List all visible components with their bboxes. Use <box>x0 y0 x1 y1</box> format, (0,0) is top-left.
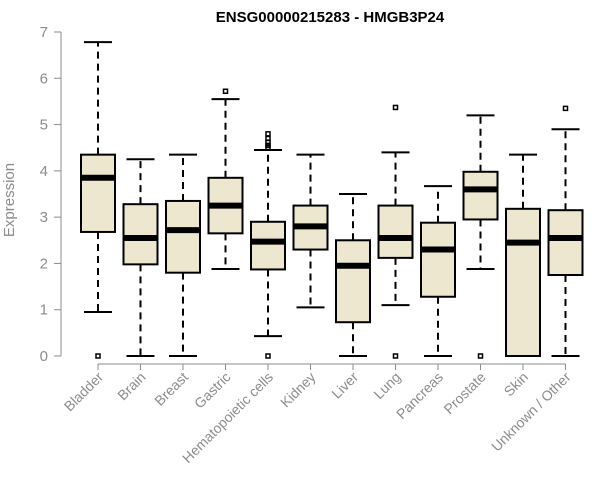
box-iqr <box>505 207 541 357</box>
box-iqr <box>420 221 456 298</box>
outlier-point <box>477 353 484 359</box>
outlier-point <box>392 104 399 111</box>
y-tick-label: 3 <box>40 209 48 226</box>
outlier-point <box>265 353 271 359</box>
box-group <box>165 153 201 357</box>
box-group <box>335 193 371 357</box>
box-iqr <box>547 209 584 276</box>
x-tick-label: Prostate <box>440 369 488 417</box>
x-tick-label: Lung <box>370 369 403 402</box>
box-group <box>122 158 159 357</box>
box-group <box>462 114 499 359</box>
y-tick-label: 1 <box>40 302 48 319</box>
y-tick-label: 4 <box>40 163 48 180</box>
x-tick-label: Bladder <box>61 369 107 415</box>
box-group <box>80 41 116 359</box>
y-tick-label: 5 <box>40 117 48 134</box>
box-group <box>207 88 244 270</box>
outlier-point <box>222 88 229 94</box>
x-tick-label: Pancreas <box>393 369 446 422</box>
box-group <box>420 185 456 357</box>
boxplot-series <box>80 41 584 359</box>
box-iqr <box>165 199 201 274</box>
box-group <box>377 104 414 359</box>
box-iqr <box>250 220 286 271</box>
box-iqr <box>335 239 371 324</box>
y-axis: 0 1 2 3 4 5 6 7 <box>40 24 62 365</box>
x-tick-label: Breast <box>151 369 191 409</box>
outlier-point <box>265 142 271 149</box>
x-tick-label: Kidney <box>277 369 319 411</box>
outlier-point <box>265 131 271 137</box>
y-axis-label: Expression <box>1 163 18 237</box>
box-iqr <box>80 153 116 233</box>
box-iqr <box>377 204 414 259</box>
x-tick-label: Liver <box>328 369 361 402</box>
x-tick-label: Brain <box>114 369 148 403</box>
y-tick-label: 0 <box>40 348 48 365</box>
y-tick-label: 7 <box>40 24 48 41</box>
y-tick-label: 6 <box>40 70 48 87</box>
box-group <box>547 105 584 357</box>
box-iqr <box>122 203 159 266</box>
outlier-point <box>392 353 399 359</box>
box-group <box>505 153 541 357</box>
outlier-point <box>95 353 101 359</box>
x-tick-label: Unknown / Other <box>488 369 574 455</box>
y-tick-label: 2 <box>40 255 48 272</box>
outlier-point <box>562 105 569 112</box>
box-iqr <box>462 170 499 221</box>
box-group <box>250 131 286 359</box>
chart-title: ENSG00000215283 - HMGB3P24 <box>216 9 445 26</box>
outlier-point <box>265 135 271 142</box>
x-tick-label: Skin <box>501 369 532 400</box>
box-group <box>292 153 329 309</box>
